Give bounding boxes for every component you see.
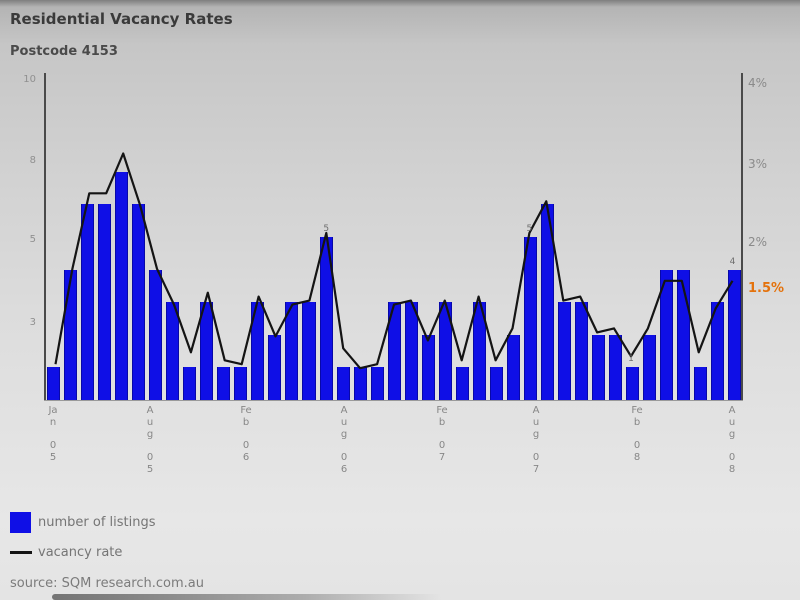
bar	[592, 335, 606, 400]
current-vacancy-rate-tick: 1.5%	[748, 281, 785, 296]
bar	[694, 367, 708, 400]
bar	[217, 367, 231, 400]
bar	[557, 302, 571, 400]
bar	[438, 302, 452, 400]
bar-value-label: 5	[323, 224, 330, 234]
bar	[47, 367, 61, 400]
bar	[404, 302, 418, 400]
bar	[319, 237, 333, 400]
y-axis-left	[44, 73, 46, 401]
y-axis-left-tick-label: 10	[23, 74, 36, 85]
bar	[115, 172, 129, 400]
bar	[132, 204, 146, 400]
bar-value-label: 4	[729, 256, 736, 267]
legend-label-listings: number of listings	[38, 515, 156, 530]
x-axis-tick-label: Feb 08	[631, 405, 643, 463]
y-axis-left-tick-label: 8	[29, 155, 36, 166]
y-axis-left-tick-label: 3	[29, 317, 36, 328]
bar	[574, 302, 588, 400]
x-axis-tick-label: Feb 07	[436, 405, 448, 463]
blue-square-swatch-icon	[10, 512, 31, 533]
bar	[200, 302, 214, 400]
y-axis-right-tick-label: 4%	[748, 76, 768, 90]
x-axis-tick-label: Aug 07	[532, 405, 540, 475]
bar-value-label: 5	[526, 224, 533, 234]
bar	[677, 270, 691, 400]
bar	[336, 367, 350, 400]
bar	[98, 204, 112, 400]
bar	[268, 335, 282, 400]
bar	[149, 270, 163, 400]
bar	[234, 367, 248, 400]
bar	[626, 367, 640, 400]
bar	[609, 335, 623, 400]
legend-item-vacancy: vacancy rate	[10, 545, 156, 560]
bar	[166, 302, 180, 400]
page-title: Residential Vacancy Rates	[10, 10, 233, 28]
y-axis-right	[741, 73, 743, 401]
bar	[370, 367, 384, 400]
bar	[285, 302, 299, 400]
x-axis-baseline	[44, 400, 743, 401]
y-axis-right-tick-label: 3%	[748, 157, 768, 171]
x-axis-tick-label: Aug 08	[728, 405, 736, 475]
bar	[353, 367, 367, 400]
bar	[540, 204, 554, 400]
bar	[643, 335, 657, 400]
legend-label-vacancy: vacancy rate	[38, 545, 123, 560]
bar	[660, 270, 674, 400]
black-line-swatch-icon	[10, 551, 32, 554]
x-axis-tick-label: Aug 06	[340, 405, 348, 475]
bar	[421, 335, 435, 400]
x-axis-tick-label: Jan 05	[48, 405, 58, 463]
x-axis-tick-label: Aug 05	[146, 405, 154, 475]
legend: number of listings vacancy rate	[10, 512, 156, 572]
y-axis-left-tick-label: 5	[29, 234, 36, 245]
y-axis-right-tick-label: 2%	[748, 235, 768, 249]
bar	[183, 367, 197, 400]
bar-value-label: 1	[628, 354, 634, 365]
postcode-subtitle: Postcode 4153	[10, 44, 118, 59]
bar	[506, 335, 520, 400]
bar	[728, 270, 742, 400]
x-axis-tick-label: Feb 06	[240, 405, 252, 463]
bar	[711, 302, 725, 400]
bar	[302, 302, 316, 400]
bar	[81, 204, 95, 400]
bar	[387, 302, 401, 400]
bar	[251, 302, 265, 400]
listings-bars-group	[47, 73, 742, 400]
bar	[523, 237, 537, 400]
bar	[472, 302, 486, 400]
source-text: source: SQM research.com.au	[10, 576, 204, 591]
legend-item-listings: number of listings	[10, 512, 156, 533]
bar	[489, 367, 503, 400]
bar	[64, 270, 78, 400]
bar	[455, 367, 469, 400]
bottom-edge-shadow	[52, 594, 442, 600]
